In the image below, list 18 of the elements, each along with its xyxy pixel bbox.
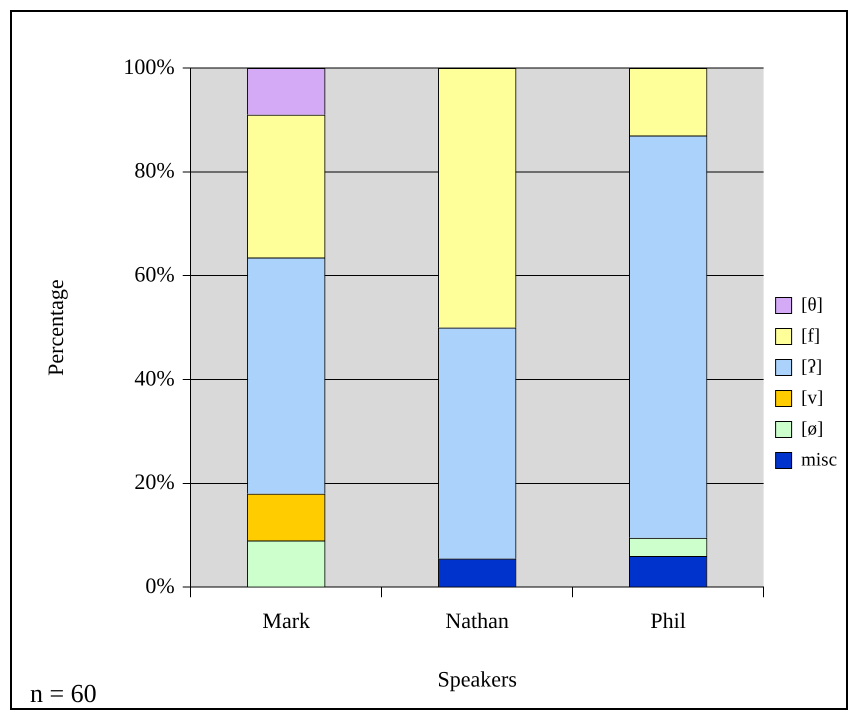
x-tick-label: Nathan	[445, 608, 509, 634]
x-tick-label: Phil	[650, 608, 686, 634]
legend-label: [θ]	[801, 294, 823, 316]
text: n = 60	[30, 679, 97, 708]
legend-label: misc	[801, 449, 838, 470]
legend-label: [ø]	[801, 418, 824, 440]
x-axis-title: Speakers	[437, 666, 517, 692]
legend-label: [f]	[801, 325, 820, 346]
y-tick-label: 100%	[123, 54, 175, 79]
legend-label: [v]	[801, 387, 824, 408]
y-tick-label: 0%	[145, 572, 175, 598]
y-tick-label: 40%	[134, 365, 175, 390]
y-tick-label: 80%	[134, 158, 175, 183]
y-tick-label: 60%	[134, 261, 175, 286]
y-axis-title: Percentage	[42, 279, 68, 376]
x-tick-label: Mark	[262, 608, 310, 634]
legend-label: [ʔ]	[801, 356, 822, 378]
y-tick-label: 20%	[134, 469, 175, 494]
